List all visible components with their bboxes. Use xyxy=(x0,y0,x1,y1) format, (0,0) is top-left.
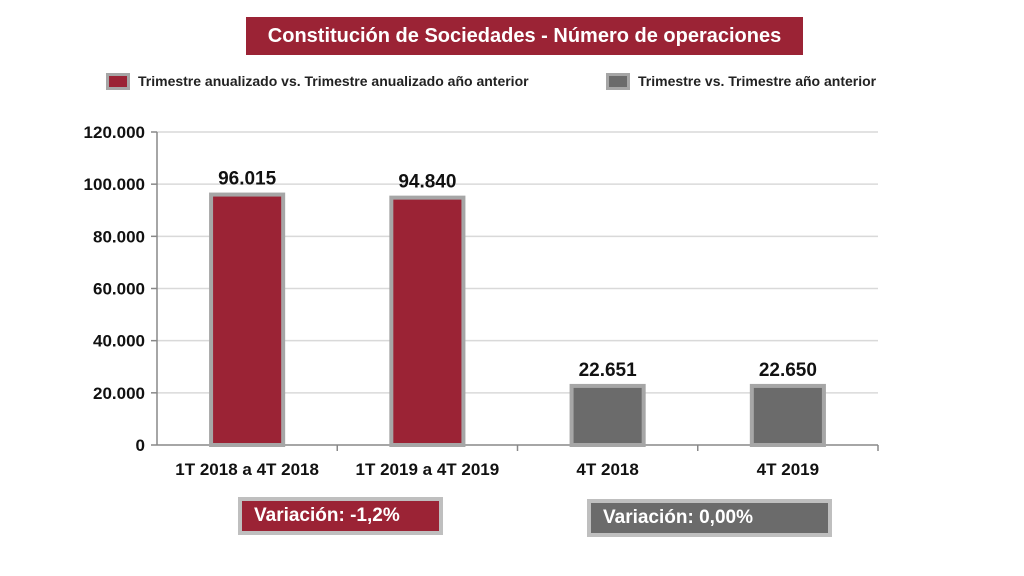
bar-value-label: 94.840 xyxy=(398,172,456,193)
legend-label-quarterly: Trimestre vs. Trimestre año anterior xyxy=(638,73,877,89)
y-tick-label: 120.000 xyxy=(84,123,145,142)
bar-value-label: 96.015 xyxy=(218,169,277,190)
x-tick-label: 1T 2018 a 4T 2018 xyxy=(175,460,319,479)
bar-value-label: 22.650 xyxy=(759,360,817,381)
y-tick-label: 0 xyxy=(136,436,145,455)
variation-label-annualized: Variación: -1,2% xyxy=(254,505,400,526)
y-tick-label: 60.000 xyxy=(93,280,145,299)
chart-title: Constitución de Sociedades - Número de o… xyxy=(246,17,803,55)
bar xyxy=(569,383,646,447)
x-tick-label: 4T 2018 xyxy=(576,460,638,479)
y-tick-label: 40.000 xyxy=(93,332,145,351)
bar-value-label: 22.651 xyxy=(579,360,638,381)
bar xyxy=(389,195,466,447)
y-tick-label: 100.000 xyxy=(84,175,145,194)
variation-label-quarterly: Variación: 0,00% xyxy=(603,507,753,528)
legend-item-annualized: Trimestre anualizado vs. Trimestre anual… xyxy=(106,70,529,92)
x-tick-label: 4T 2019 xyxy=(757,460,819,479)
bar xyxy=(209,192,286,447)
x-tick-label: 1T 2019 a 4T 2019 xyxy=(356,460,500,479)
legend-item-quarterly: Trimestre vs. Trimestre año anterior xyxy=(606,70,876,92)
bar xyxy=(749,383,826,448)
legend-swatch-annualized xyxy=(106,72,130,90)
legend-label-annualized: Trimestre anualizado vs. Trimestre anual… xyxy=(138,73,529,89)
variation-box-annualized: Variación: -1,2% xyxy=(238,497,443,535)
legend-swatch-quarterly xyxy=(606,72,630,90)
y-tick-label: 80.000 xyxy=(93,227,145,246)
y-tick-label: 20.000 xyxy=(93,384,145,403)
variation-box-quarterly: Variación: 0,00% xyxy=(587,499,832,537)
